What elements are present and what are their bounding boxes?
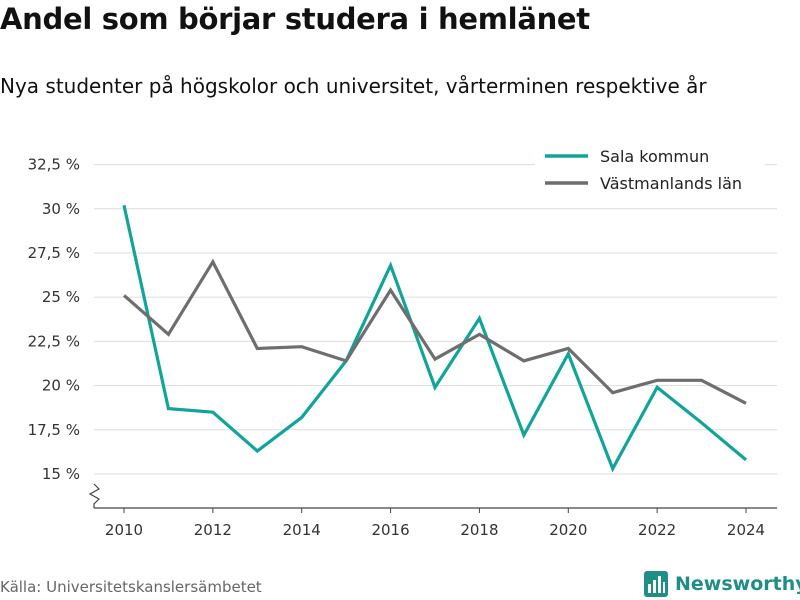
y-tick-label: 15 %	[42, 465, 80, 483]
brand-logo[interactable]: Newsworthy	[643, 568, 800, 600]
newsworthy-logo-icon	[644, 571, 668, 597]
y-tick-label: 32,5 %	[28, 156, 80, 174]
y-tick-label: 30 %	[42, 200, 80, 218]
x-tick-label: 2012	[194, 521, 232, 539]
source-text: Källa: Universitetskanslersämbetet	[0, 578, 262, 596]
x-tick-label: 2016	[371, 521, 409, 539]
x-tick-label: 2018	[460, 521, 498, 539]
axis-break-icon	[88, 483, 100, 508]
series-line-sala-kommun	[122, 204, 748, 473]
x-tick-label: 2024	[727, 521, 765, 539]
y-tick-label: 27,5 %	[28, 244, 80, 262]
chart-subtitle: Nya studenter på högskolor och universit…	[0, 74, 707, 98]
legend-background	[535, 142, 765, 200]
line-chart: 15 % 17,5 % 20 % 22,5 % 25 % 27,5 % 30 % 32,5 %…	[27, 142, 777, 539]
x-tick-label: 2020	[549, 521, 587, 539]
x-tick-label: 2022	[638, 521, 676, 539]
y-tick-label: 20 %	[42, 377, 80, 395]
legend-label: Sala kommun	[600, 147, 709, 166]
legend-label: Västmanlands län	[600, 174, 742, 193]
y-tick-label: 25 %	[42, 288, 80, 306]
y-tick-label: 22,5 %	[28, 332, 80, 350]
series-line-vastmanlands-lan	[122, 258, 747, 405]
brand-name: Newsworthy	[675, 573, 800, 595]
x-tick-label: 2014	[283, 521, 321, 539]
x-tick-label: 2010	[105, 521, 143, 539]
y-tick-label: 17,5 %	[28, 421, 80, 439]
chart-title: Andel som börjar studera i hemlänet	[0, 2, 590, 36]
